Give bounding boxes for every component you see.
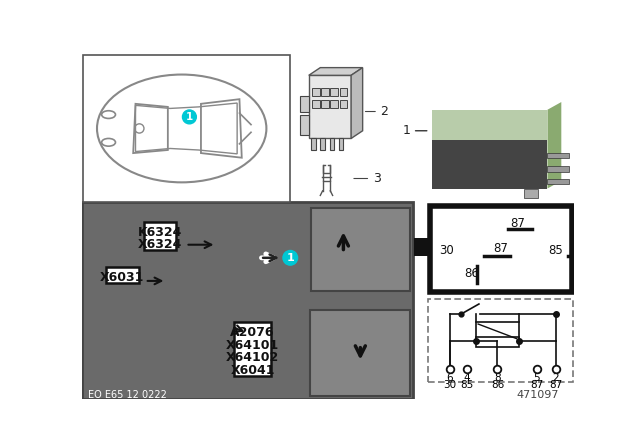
Bar [432, 140, 547, 189]
Text: EO E65 12 0222: EO E65 12 0222 [88, 390, 166, 400]
Bar [312, 100, 319, 108]
Bar [234, 322, 271, 376]
Text: 2: 2 [380, 105, 388, 118]
Bar [432, 110, 547, 189]
Bar [310, 310, 410, 396]
Bar [572, 238, 588, 256]
Polygon shape [351, 68, 363, 138]
Bar [321, 100, 329, 108]
Text: 6: 6 [446, 373, 453, 383]
Bar [311, 138, 316, 150]
Bar [300, 116, 308, 134]
Text: 87: 87 [511, 217, 525, 230]
Bar [429, 206, 572, 293]
Text: X6031: X6031 [100, 271, 145, 284]
Circle shape [283, 250, 298, 265]
Circle shape [135, 124, 144, 133]
Bar [311, 208, 410, 291]
Bar [300, 96, 308, 112]
Bar [476, 322, 519, 341]
Circle shape [182, 110, 196, 124]
Bar [320, 138, 325, 150]
Text: 471097: 471097 [516, 390, 559, 400]
Text: X6041: X6041 [230, 364, 275, 377]
Bar [340, 100, 348, 108]
Bar [547, 166, 569, 172]
Bar [547, 178, 569, 184]
Text: 1: 1 [186, 112, 193, 122]
Bar [83, 55, 289, 202]
Text: 87: 87 [549, 380, 563, 390]
Bar [144, 222, 177, 250]
Text: 8: 8 [494, 373, 500, 383]
Text: 30: 30 [443, 380, 456, 390]
Bar [340, 88, 348, 96]
Bar [339, 138, 344, 150]
Text: 3: 3 [372, 172, 381, 185]
Text: X64101: X64101 [226, 339, 279, 352]
Bar [547, 153, 569, 159]
Bar [308, 75, 351, 138]
Bar [414, 238, 429, 256]
Text: X6324: X6324 [138, 238, 182, 251]
Bar [524, 189, 538, 198]
Text: 86: 86 [491, 380, 504, 390]
Text: 87: 87 [493, 242, 508, 255]
Polygon shape [308, 68, 363, 75]
Text: 85: 85 [548, 244, 563, 258]
Text: 1: 1 [403, 124, 410, 137]
Bar [321, 88, 329, 96]
Bar [312, 88, 319, 96]
Text: 30: 30 [439, 244, 454, 258]
Text: 5: 5 [533, 373, 540, 383]
Text: 85: 85 [460, 380, 473, 390]
Ellipse shape [102, 111, 115, 118]
Text: K6324: K6324 [138, 226, 182, 239]
Ellipse shape [102, 138, 115, 146]
Text: A2076: A2076 [230, 326, 275, 339]
Polygon shape [547, 102, 561, 189]
Text: 87: 87 [530, 380, 543, 390]
Bar [330, 88, 338, 96]
Text: 1: 1 [286, 253, 294, 263]
Text: 2: 2 [552, 373, 559, 383]
Ellipse shape [97, 74, 266, 182]
Bar [476, 337, 519, 347]
Bar [428, 299, 573, 382]
Bar [106, 267, 139, 283]
Bar [330, 100, 338, 108]
Text: X64102: X64102 [226, 351, 279, 364]
Text: 4: 4 [463, 373, 470, 383]
Bar [330, 138, 334, 150]
Text: 86: 86 [465, 267, 479, 280]
Bar [81, 202, 413, 399]
